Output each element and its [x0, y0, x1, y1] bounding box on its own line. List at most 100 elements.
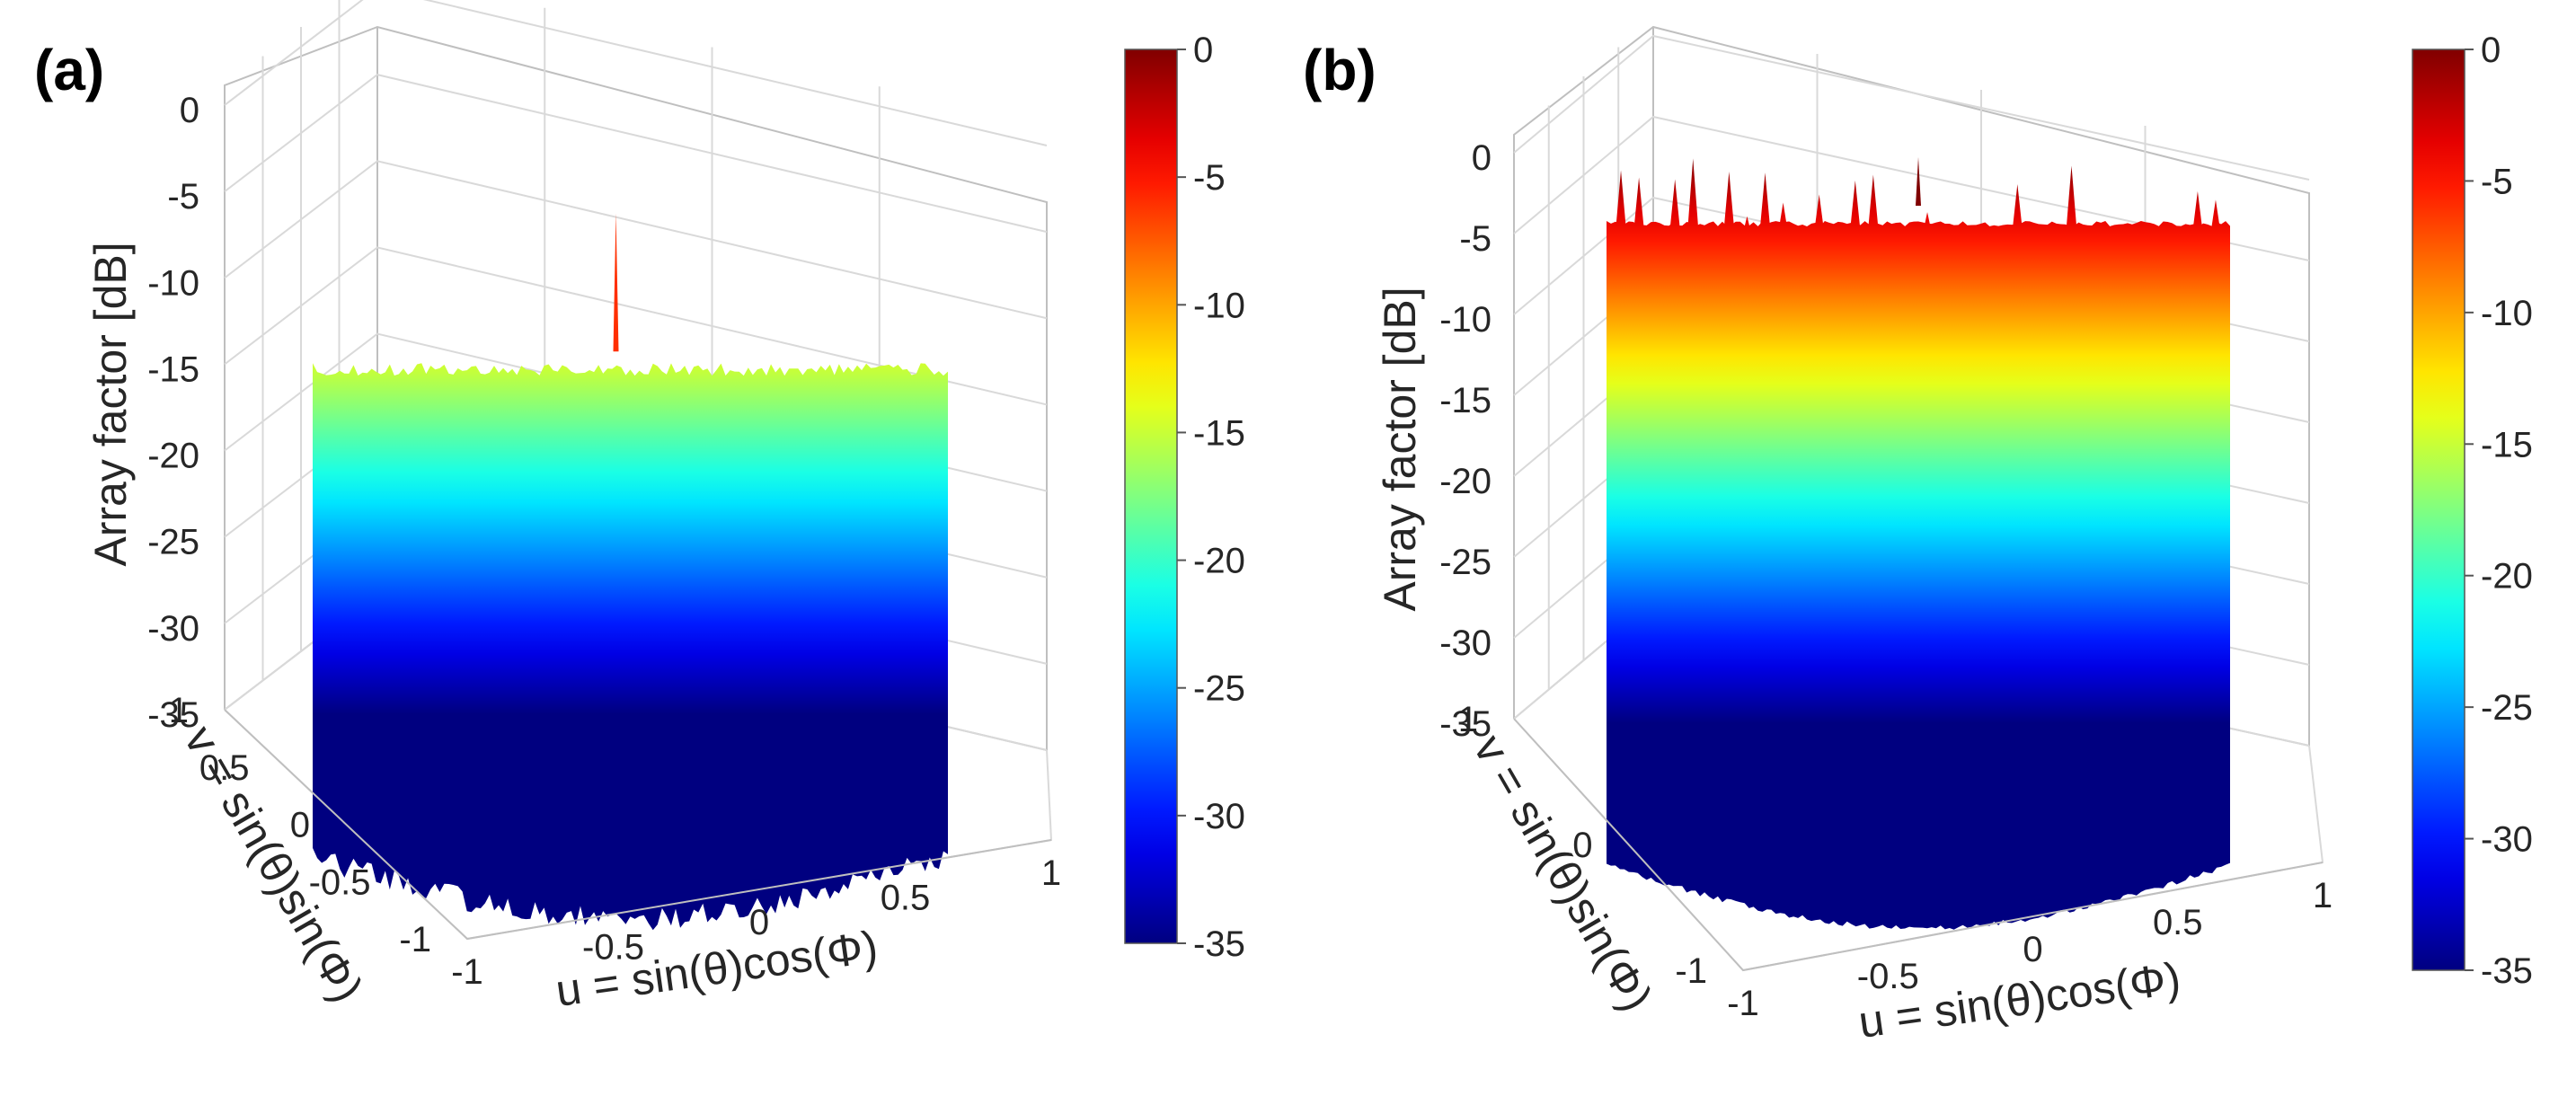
lobe-spike-1-32: [2191, 190, 2204, 242]
lobe-spike-0-61: [740, 387, 748, 435]
colorbar-tick-label-1-7: -35: [2481, 951, 2533, 991]
lobe-spike-1-14: [1866, 174, 1880, 242]
z-tick-label-0-1: -5: [167, 177, 199, 217]
lobe-spike-0-80: [872, 387, 881, 447]
lobe-spike-1-27: [2101, 242, 2114, 277]
lobe-spike-1-2: [1651, 242, 1664, 267]
colorbar-tick-label-0-3: -15: [1193, 413, 1245, 453]
lobe-spike-0-49: [658, 387, 666, 482]
lobe-spike-0-6: [359, 387, 367, 482]
lobe-spike-0-52: [678, 387, 686, 395]
lobe-spike-0-81: [880, 387, 888, 419]
colorbar-tick-label-0-1: -5: [1193, 158, 1226, 198]
lobe-spike-0-9: [380, 376, 388, 388]
z-tick-label-1-0: 0: [1472, 138, 1492, 178]
lobe-spike-1-28: [2119, 242, 2132, 272]
lobe-spike-0-15: [421, 387, 429, 404]
lobe-spike-1-20: [1975, 241, 1988, 242]
lobe-spike-1-4: [1686, 158, 1700, 242]
lobe-spike-1-13: [1848, 180, 1862, 242]
colorbar-tick-label-0-7: -35: [1193, 924, 1245, 964]
lobe-spike-1-6: [1722, 172, 1736, 242]
z-gridline-0-1: [224, 74, 1048, 234]
lobe-spike-0-17: [436, 387, 444, 415]
lobe-spike-1-21: [1993, 242, 2006, 245]
y-tick-label-0-3: -0.5: [309, 862, 371, 902]
lobe-spike-1-23: [2029, 242, 2042, 261]
lobe-spike-0-11: [394, 387, 402, 417]
lobe-spike-0-8: [373, 387, 381, 475]
axes-back-frame-1: [1513, 25, 2310, 746]
z-gridline-1-0: [1513, 34, 2310, 181]
surface-1: [1607, 157, 2230, 930]
lobe-spike-0-56: [706, 387, 714, 481]
x-tick-label-1-4: 1: [2313, 876, 2333, 915]
z-tick-label-0-0: 0: [180, 91, 199, 130]
lobe-spike-0-30: [526, 387, 534, 397]
lobe-spike-1-12: [1830, 242, 1844, 248]
colorbar-tick-label-0-2: -10: [1193, 286, 1245, 325]
lobe-spike-1-19: [1957, 242, 1970, 264]
lobe-spike-0-39: [589, 387, 597, 402]
x-tick-label-0-0: -1: [451, 952, 483, 992]
lobe-spike-0-59: [727, 387, 735, 479]
x-tick-label-1-3: 0.5: [2153, 903, 2203, 942]
lobe-spike-0-4: [345, 387, 353, 476]
lobe-spike-0-36: [567, 387, 575, 411]
lobe-spike-0-76: [845, 374, 853, 388]
lobe-spike-0-75: [838, 387, 846, 434]
lobe-spike-0-18: [442, 376, 450, 388]
lobe-spike-0-85: [907, 387, 916, 454]
lobe-spike-0-26: [498, 382, 506, 388]
z-gridline-0-0: [224, 0, 1048, 146]
lobe-spike-0-67: [783, 387, 791, 506]
z-tick-label-1-6: -30: [1439, 623, 1492, 663]
z-tick-label-0-3: -15: [147, 349, 199, 389]
lobe-spike-1-1: [1633, 177, 1646, 242]
lobe-spike-0-3: [339, 387, 347, 460]
x-tick-label-0-4: 1: [1041, 853, 1061, 893]
lobe-spike-0-88: [928, 371, 936, 388]
lobe-spike-0-47: [643, 387, 651, 452]
colorbar-tick-label-1-1: -5: [2481, 162, 2513, 201]
lobe-spike-0-32: [539, 387, 547, 409]
lobe-spike-1-26: [2083, 242, 2096, 285]
lobe-spike-0-44: [623, 374, 631, 388]
lobe-spike-0-10: [387, 387, 395, 486]
main-beam-1: [1916, 157, 1921, 206]
lobe-spike-0-64: [762, 387, 770, 506]
z-tick-label-0-7: -35: [147, 695, 199, 735]
colorbar-tick-label-0-5: -25: [1193, 669, 1245, 709]
lobe-spike-0-29: [518, 387, 527, 485]
colorbar-tick-label-1-0: 0: [2481, 31, 2501, 70]
lobe-spike-0-62: [748, 387, 756, 420]
lobe-spike-0-7: [366, 387, 374, 411]
x-tick-label-0-1: -0.5: [582, 928, 644, 968]
lobe-spike-0-70: [803, 387, 811, 400]
lobe-spike-0-65: [768, 387, 776, 400]
lobe-spike-1-9: [1776, 202, 1790, 242]
lobe-spike-1-33: [2209, 199, 2222, 242]
lobe-spike-1-30: [2155, 242, 2168, 278]
y-tick-label-1-1: 0: [1572, 826, 1592, 865]
lobe-spike-0-31: [533, 387, 541, 458]
z-tick-label-1-1: -5: [1459, 219, 1492, 259]
lobe-spike-0-20: [456, 387, 465, 466]
lobe-spike-0-82: [887, 382, 895, 388]
x-tick-label-0-3: 0.5: [881, 879, 931, 918]
z-tick-label-0-6: -30: [147, 609, 199, 649]
y-tick-label-1-2: -1: [1675, 951, 1707, 991]
x-tick-label-1-2: 0: [2023, 930, 2042, 969]
z-tick-label-0-5: -25: [147, 523, 199, 562]
lobe-spike-0-63: [755, 387, 763, 408]
lobe-spike-0-25: [491, 387, 499, 389]
lobe-spike-0-51: [671, 387, 679, 481]
colorbar-tick-label-1-3: -15: [2481, 425, 2533, 464]
lobe-spike-0-77: [852, 387, 860, 479]
lobe-spike-0-2: [332, 387, 340, 393]
chart-panel-a: 0 -5 -10 -15 -20 -25 -30 -35 Array factor [dB] -1…: [0, 0, 1276, 1105]
colorbar-0: [1124, 49, 1178, 944]
lobe-spike-0-69: [796, 387, 804, 452]
lobe-spike-0-27: [505, 387, 513, 442]
